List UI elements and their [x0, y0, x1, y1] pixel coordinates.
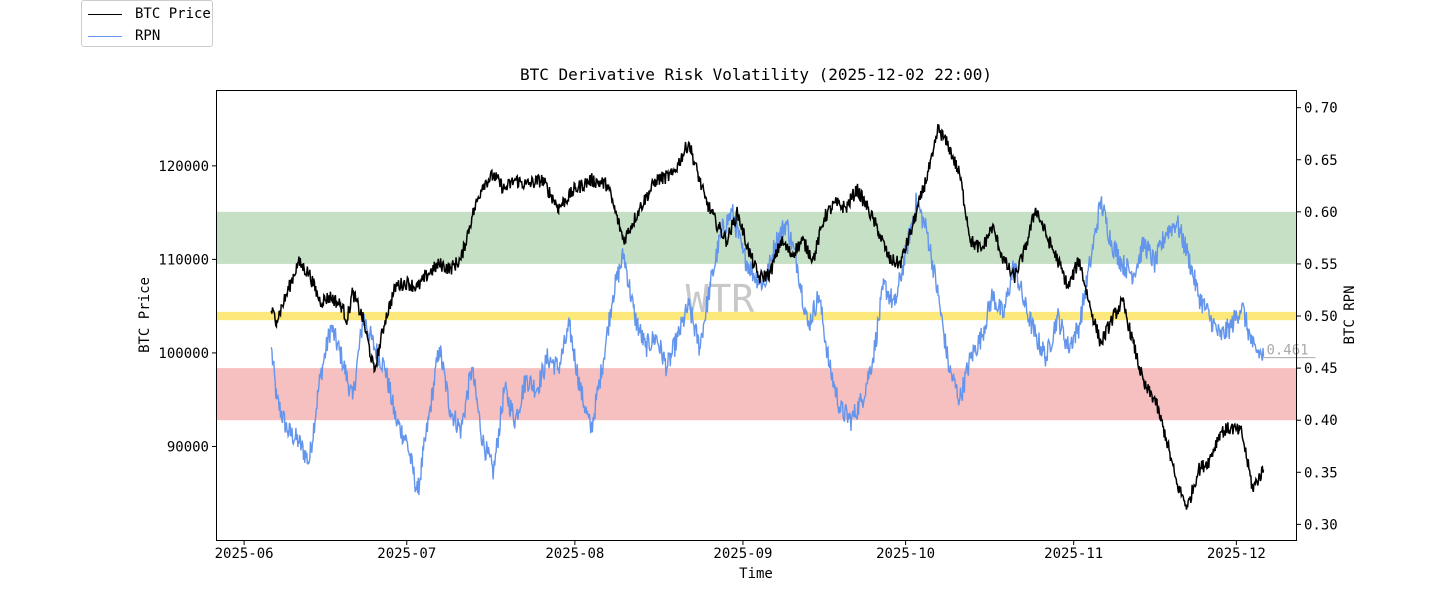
y-right-tick-label: 0.45 [1304, 361, 1338, 377]
x-tick-label: 2025-07 [377, 546, 436, 562]
y-left-tick-label: 110000 [158, 252, 209, 268]
y-right-tick-label: 0.35 [1304, 465, 1338, 481]
y-left-tick-label: 100000 [158, 346, 209, 362]
x-tick-label: 2025-12 [1207, 546, 1266, 562]
plot-frame [216, 90, 1297, 541]
last-value-label: 0.461 [1266, 343, 1308, 359]
red-band [217, 368, 1296, 421]
y-axis-label-left: BTC Price [137, 277, 153, 353]
y-left-tick-label: 120000 [158, 159, 209, 175]
legend-item-rpn: RPN [88, 26, 160, 46]
watermark-text: WTR [686, 277, 755, 321]
yellow-band [217, 311, 1296, 321]
x-tick-label: 2025-08 [545, 546, 604, 562]
legend-swatch-rpn [88, 35, 122, 37]
y-right-tick-label: 0.30 [1304, 517, 1338, 533]
y-right-tick-label: 0.65 [1304, 153, 1338, 169]
chart-title: BTC Derivative Risk Volatility (2025-12-… [520, 65, 992, 84]
x-tick-label: 2025-10 [876, 546, 935, 562]
y-right-tick-label: 0.60 [1304, 205, 1338, 221]
legend: BTC Price RPN [81, 0, 213, 47]
x-axis-label: Time [739, 566, 773, 582]
y-left-tick-label: 90000 [167, 439, 209, 455]
y-right-tick-label: 0.40 [1304, 413, 1338, 429]
x-tick-label: 2025-06 [215, 546, 274, 562]
green-band [217, 211, 1296, 264]
x-tick-label: 2025-09 [713, 546, 772, 562]
legend-item-btc: BTC Price [88, 4, 211, 24]
legend-label-btc: BTC Price [135, 6, 211, 22]
btc-price-series-line [270, 124, 1265, 510]
y-right-tick-label: 0.50 [1304, 309, 1338, 325]
y-right-tick-label: 0.70 [1304, 101, 1338, 117]
y-right-tick-label: 0.55 [1304, 257, 1338, 273]
legend-label-rpn: RPN [135, 28, 161, 44]
y-axis-label-right: BTC RPN [1342, 285, 1358, 344]
legend-swatch-btc [88, 13, 122, 15]
x-tick-label: 2025-11 [1044, 546, 1103, 562]
